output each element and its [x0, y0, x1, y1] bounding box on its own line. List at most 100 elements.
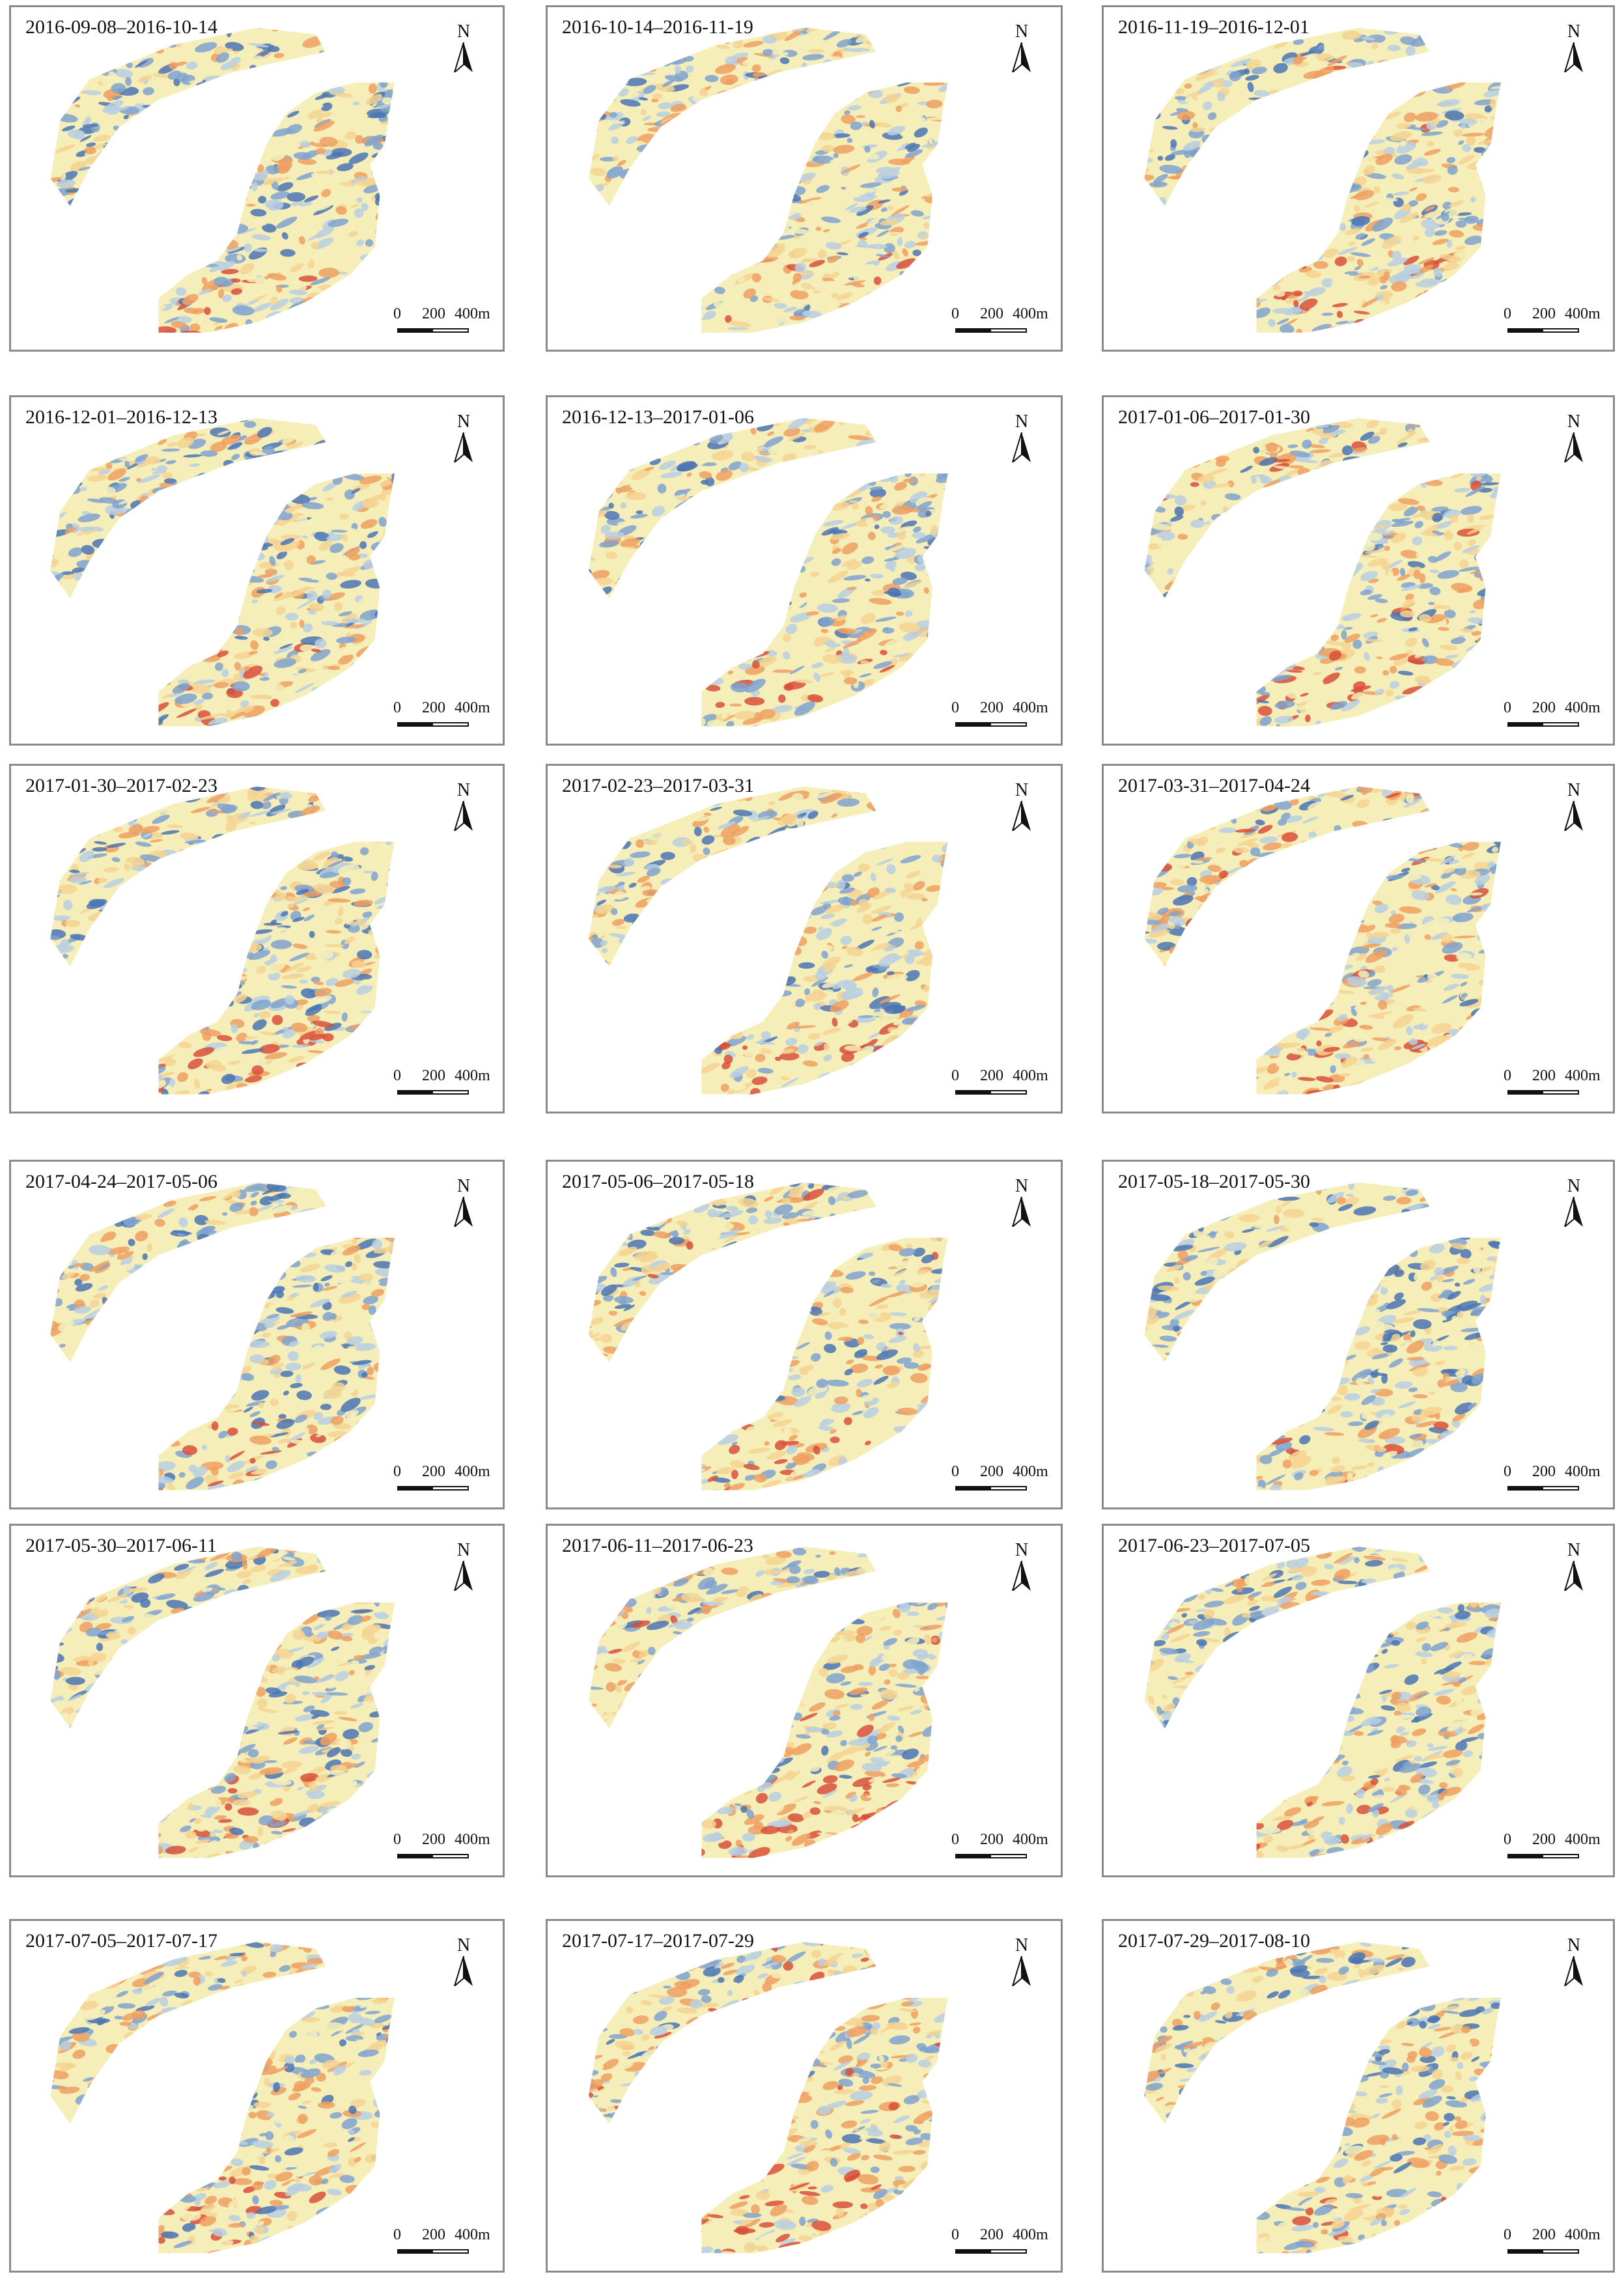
raster-patch: [50, 311, 69, 323]
raster-patch: [838, 475, 851, 483]
raster-patch: [764, 486, 776, 492]
raster-patch: [739, 462, 749, 473]
raster-patch: [1288, 557, 1300, 561]
raster-patch: [673, 136, 684, 141]
raster-patch: [270, 35, 287, 46]
raster-patch: [1144, 329, 1146, 333]
raster-patch: [294, 87, 304, 92]
raster-patch: [308, 602, 325, 611]
raster-patch: [1160, 305, 1167, 313]
raster-patch: [723, 525, 735, 535]
raster-patch: [1362, 67, 1374, 77]
raster-patch: [89, 606, 109, 616]
raster-patch: [287, 192, 306, 202]
raster-patch: [1455, 212, 1472, 216]
raster-patch: [225, 543, 232, 552]
raster-patch: [230, 711, 245, 720]
raster-patch: [1371, 217, 1393, 232]
raster-patch: [1257, 203, 1272, 213]
raster-patch: [187, 130, 193, 137]
raster-patch: [78, 526, 96, 532]
raster-patch: [1341, 630, 1347, 640]
raster-patch: [1171, 311, 1181, 318]
raster-patch: [927, 135, 934, 145]
raster-patch: [1268, 223, 1274, 231]
raster-patch: [1403, 112, 1416, 122]
raster-patch: [589, 91, 603, 102]
raster-patch: [132, 611, 148, 618]
raster-patch: [163, 173, 183, 182]
raster-patch: [1226, 622, 1241, 626]
raster-patch: [231, 288, 243, 295]
raster-patch: [265, 83, 285, 94]
raster-patch: [143, 572, 164, 580]
raster-patch: [891, 70, 907, 76]
raster-patch: [1215, 288, 1231, 297]
raster-patch: [324, 40, 333, 47]
raster-patch: [389, 259, 395, 267]
raster-patch: [80, 688, 102, 692]
raster-patch: [824, 647, 835, 652]
raster-patch: [50, 670, 65, 680]
raster-patch: [217, 430, 231, 436]
raster-patch: [175, 287, 187, 296]
raster-patch: [210, 165, 217, 173]
raster-patch: [1270, 168, 1288, 176]
raster-patch: [727, 486, 750, 489]
raster-patch: [1172, 266, 1188, 272]
raster-patch: [1431, 27, 1448, 35]
raster-patch: [1347, 256, 1356, 262]
raster-patch: [1186, 220, 1193, 227]
raster-patch: [859, 705, 878, 714]
raster-patch: [1361, 542, 1375, 552]
raster-patch: [263, 70, 272, 78]
raster-patch: [167, 662, 177, 671]
raster-patch: [36, 583, 50, 591]
raster-patch: [948, 234, 959, 240]
raster-patch: [574, 232, 589, 244]
raster-patch: [143, 643, 157, 651]
raster-patch: [1300, 96, 1321, 105]
raster-patch: [321, 189, 331, 197]
raster-patch: [1317, 181, 1332, 191]
raster-patch: [141, 169, 158, 178]
raster-patch: [931, 152, 948, 165]
raster-patch: [227, 136, 249, 144]
raster-patch: [1342, 146, 1357, 154]
raster-patch: [923, 222, 930, 229]
raster-patch: [222, 294, 232, 303]
raster-patch: [589, 301, 595, 307]
raster-patch: [611, 230, 620, 241]
raster-patch: [381, 567, 395, 579]
raster-patch: [1354, 110, 1377, 113]
raster-patch: [854, 77, 867, 87]
raster-patch: [91, 559, 102, 564]
raster-patch: [1409, 187, 1418, 191]
raster-patch: [589, 719, 600, 727]
raster-patch: [1229, 205, 1248, 212]
raster-patch: [629, 286, 637, 291]
raster-patch: [1229, 451, 1241, 458]
raster-patch: [119, 526, 140, 530]
raster-patch: [1153, 204, 1162, 212]
raster-patch: [811, 87, 831, 97]
raster-patch: [852, 729, 860, 735]
raster-patch: [783, 493, 807, 504]
raster-patch: [280, 313, 295, 322]
raster-patch: [604, 511, 620, 520]
raster-patch: [701, 590, 712, 598]
raster-patch: [1317, 542, 1323, 546]
raster-patch: [869, 724, 876, 727]
raster-patch: [204, 608, 210, 612]
raster-patch: [673, 227, 686, 232]
raster-patch: [784, 548, 802, 557]
raster-patch: [1144, 247, 1147, 255]
raster-patch: [279, 483, 290, 492]
raster-patch: [1144, 244, 1166, 252]
raster-patch: [234, 475, 257, 482]
raster-patch: [1427, 141, 1435, 147]
raster-patch: [140, 208, 154, 216]
raster-patch: [1244, 42, 1253, 49]
raster-patch: [705, 152, 713, 161]
raster-patch: [1464, 695, 1474, 701]
